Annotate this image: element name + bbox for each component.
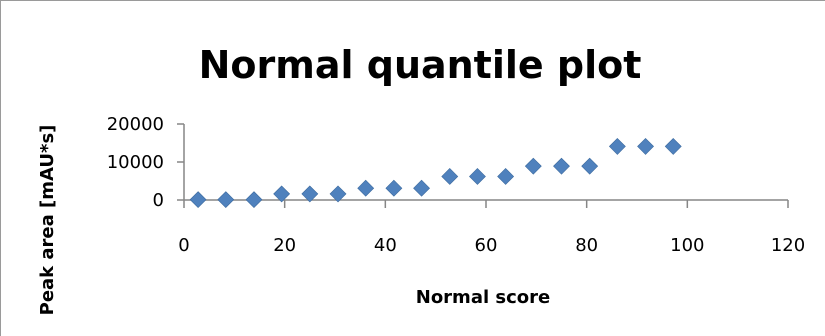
data-point [329,185,347,203]
data-point [245,191,263,209]
data-point [608,137,626,155]
chart-title: Normal quantile plot [199,43,642,87]
x-axis-label: Normal score [416,287,550,308]
data-point [189,191,207,209]
y-tick-label: 10000 [107,152,164,173]
data-point [441,168,459,185]
x-tick-label: 40 [374,235,397,256]
data-point [524,157,542,175]
data-point [581,157,599,175]
data-point [664,137,682,155]
y-tick-label: 20000 [107,114,164,135]
x-tick-label: 0 [178,235,189,256]
data-point [385,179,403,197]
x-tick-label: 60 [475,235,498,256]
x-tick-label: 100 [670,235,704,256]
x-tick-label: 120 [771,235,805,256]
data-point [357,179,375,197]
data-point [553,157,570,175]
data-point [273,185,291,203]
x-tick-label: 80 [575,235,598,256]
data-point [413,179,430,197]
data-point [469,168,486,185]
y-tick-label: 0 [153,190,164,211]
x-axis: 0 20 40 60 80 100 120 [178,199,805,256]
y-axis: 0 10000 20000 [107,114,185,211]
y-axis-label: Peak area [mAU*s] [37,125,58,316]
data-points [189,137,682,209]
x-tick-label: 20 [273,235,296,256]
data-point [497,168,515,185]
data-point [217,191,235,209]
data-point [301,185,319,203]
data-point [637,137,654,155]
